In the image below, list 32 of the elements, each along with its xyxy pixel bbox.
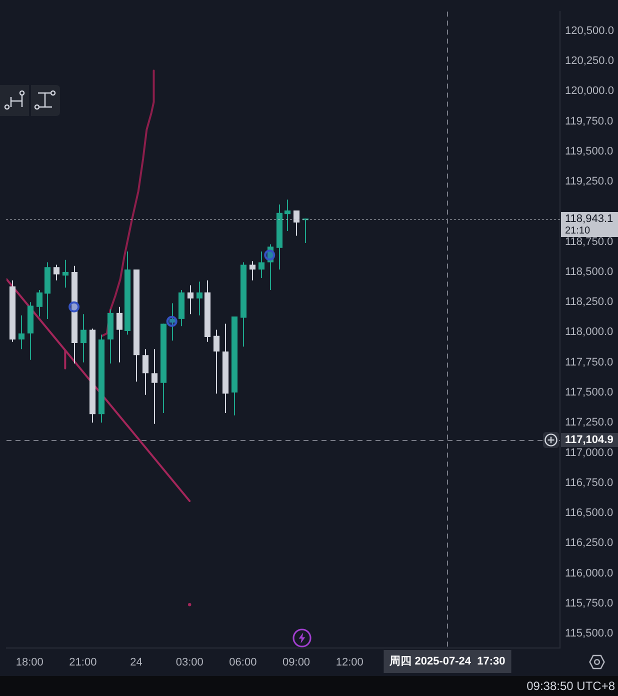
x-tick-label: 06:00 bbox=[229, 656, 257, 669]
y-tick-label: 115,500.0 bbox=[565, 628, 614, 640]
y-tick-label: 115,750.0 bbox=[565, 597, 614, 610]
y-tick-label: 117,750.0 bbox=[565, 356, 614, 368]
y-tick-label: 120,250.0 bbox=[565, 55, 614, 68]
y-tick-label: 120,500.0 bbox=[565, 24, 614, 37]
ref-line-label: 117,104.9 bbox=[565, 434, 614, 446]
y-tick-label: 118,500.0 bbox=[565, 266, 614, 278]
y-tick-label: 116,500.0 bbox=[565, 507, 614, 520]
x-tick-label: 18:00 bbox=[16, 656, 44, 669]
y-tick-label: 117,500.0 bbox=[565, 386, 614, 399]
ref-line-label: 118,943.1 bbox=[565, 213, 614, 226]
y-tick-label: 116,750.0 bbox=[565, 476, 614, 489]
y-tick-label: 117,250.0 bbox=[565, 416, 614, 429]
x-tick-label: 21:00 bbox=[69, 656, 97, 669]
x-tick-label: 03:00 bbox=[176, 656, 204, 669]
ref-line-label: 周四 2025-07-24 17:30 bbox=[388, 656, 506, 668]
y-tick-label: 119,250.0 bbox=[565, 176, 614, 188]
text: 09:38:50 UTC+8 bbox=[526, 679, 615, 693]
y-tick-label: 116,250.0 bbox=[565, 537, 614, 550]
y-tick-label: 119,500.0 bbox=[565, 145, 614, 158]
y-tick-label: 118,000.0 bbox=[565, 326, 614, 338]
y-tick-label: 120,000.0 bbox=[565, 85, 614, 98]
x-tick-label: 09:00 bbox=[282, 656, 310, 669]
x-tick-label: 12:00 bbox=[336, 656, 364, 669]
y-tick-label: 118,750.0 bbox=[565, 236, 614, 248]
text: 21:10 bbox=[565, 225, 590, 236]
x-tick-label: 24 bbox=[130, 656, 142, 669]
y-tick-label: 117,000.0 bbox=[565, 446, 614, 459]
y-tick-label: 118,250.0 bbox=[565, 296, 614, 308]
y-tick-label: 119,750.0 bbox=[565, 115, 614, 128]
y-tick-label: 116,000.0 bbox=[565, 567, 614, 580]
